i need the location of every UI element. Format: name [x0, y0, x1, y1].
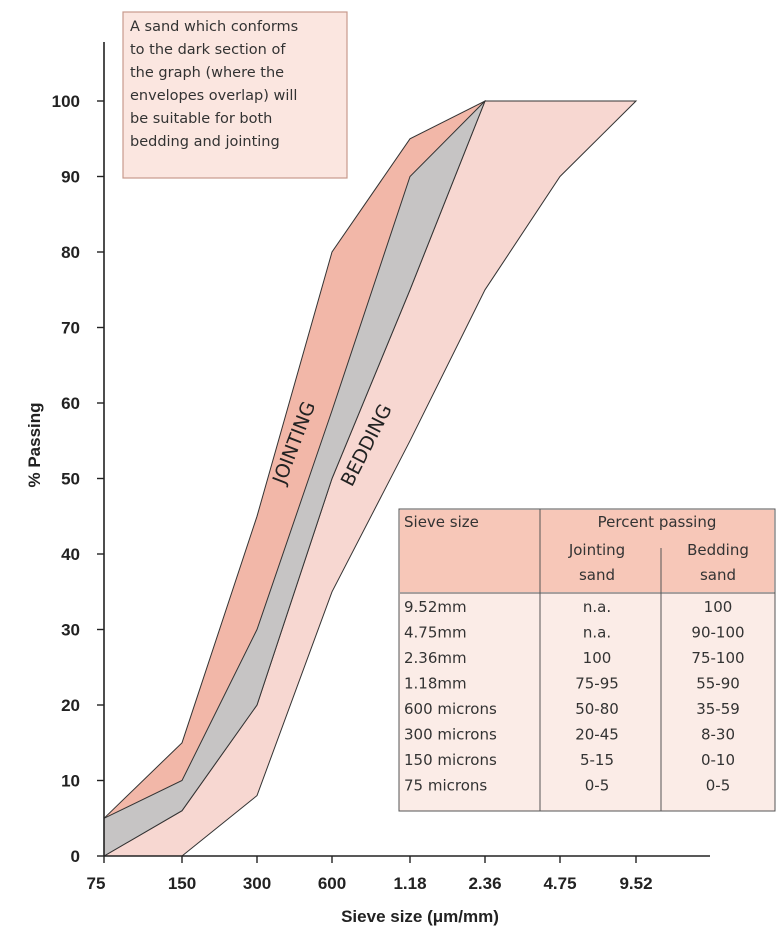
x-tick-label: 1.18: [393, 874, 426, 893]
table-cell-sieve: 2.36mm: [404, 649, 467, 667]
table-cell-sieve: 4.75mm: [404, 624, 467, 642]
annotation-line: be suitable for both: [130, 111, 272, 127]
table-cell-jointing: 50-80: [575, 700, 619, 718]
x-tick-labels: 75 150 300 600 1.18 2.36 4.75 9.52: [87, 874, 653, 893]
table-cell-bedding: 90-100: [691, 624, 744, 642]
x-tick-label: 75: [87, 874, 106, 893]
annotation-line: the graph (where the: [130, 65, 284, 81]
y-tick-label: 30: [61, 621, 80, 640]
table-cell-sieve: 150 microns: [404, 751, 497, 769]
table-header-percent: Percent passing: [598, 513, 717, 531]
overlap-region: [103, 100, 486, 857]
x-tick-label: 4.75: [543, 874, 576, 893]
y-tick-label: 90: [61, 168, 80, 187]
table-cell-bedding: 0-5: [706, 777, 731, 795]
x-tick-label: 150: [168, 874, 196, 893]
x-tick-label: 2.36: [468, 874, 501, 893]
table-cell-jointing: n.a.: [583, 624, 611, 642]
table-cell-jointing: n.a.: [583, 598, 611, 616]
table-cell-jointing: 75-95: [575, 675, 619, 693]
y-tick-label: 20: [61, 696, 80, 715]
x-tick-label: 600: [318, 874, 346, 893]
table-cell-bedding: 8-30: [701, 726, 735, 744]
table-cell-sieve: 9.52mm: [404, 598, 467, 616]
table-col-bedding: Bedding: [687, 541, 749, 559]
y-tick-label: 10: [61, 772, 80, 791]
annotation-line: bedding and jointing: [130, 134, 280, 150]
annotation-box: A sand which conforms to the dark section…: [122, 11, 348, 179]
y-axis-title: % Passing: [25, 402, 44, 487]
table-cell-jointing: 5-15: [580, 751, 614, 769]
table-cell-bedding: 35-59: [696, 700, 740, 718]
percent-passing-table: Sieve size Percent passing Jointing sand Bed…: [398, 508, 776, 812]
axes: [97, 42, 710, 863]
y-tick-label: 80: [61, 243, 80, 262]
x-tick-label: 9.52: [619, 874, 652, 893]
table-cell-bedding: 55-90: [696, 675, 740, 693]
table-col-jointing: sand: [579, 566, 615, 584]
y-tick-label: 40: [61, 545, 80, 564]
table-cell-bedding: 100: [704, 598, 733, 616]
table-col-bedding: sand: [700, 566, 736, 584]
x-tick-label: 300: [243, 874, 271, 893]
table-cell-jointing: 20-45: [575, 726, 619, 744]
table-cell-bedding: 0-10: [701, 751, 735, 769]
table-cell-jointing: 100: [583, 649, 612, 667]
table-col-jointing: Jointing: [568, 541, 625, 559]
y-tick-label: 60: [61, 394, 80, 413]
annotation-line: envelopes overlap) will: [130, 88, 297, 104]
y-tick-label: 0: [71, 847, 80, 866]
grading-envelopes: [103, 99, 638, 857]
table-cell-sieve: 1.18mm: [404, 675, 467, 693]
table-header-sieve: Sieve size: [404, 513, 479, 531]
table-cell-sieve: 600 microns: [404, 700, 497, 718]
x-axis-title: Sieve size (μm/mm): [341, 907, 499, 926]
annotation-line: to the dark section of: [130, 42, 286, 58]
table-cell-sieve: 300 microns: [404, 726, 497, 744]
y-tick-label: 50: [61, 470, 80, 489]
table-cell-bedding: 75-100: [691, 649, 744, 667]
table-cell-jointing: 0-5: [585, 777, 610, 795]
y-tick-label: 100: [52, 92, 80, 111]
y-tick-labels: 0 10 20 30 40 50 60 70 80 90 100: [52, 92, 80, 866]
annotation-line: A sand which conforms: [130, 19, 298, 35]
y-tick-label: 70: [61, 319, 80, 338]
table-cell-sieve: 75 microns: [404, 777, 487, 795]
